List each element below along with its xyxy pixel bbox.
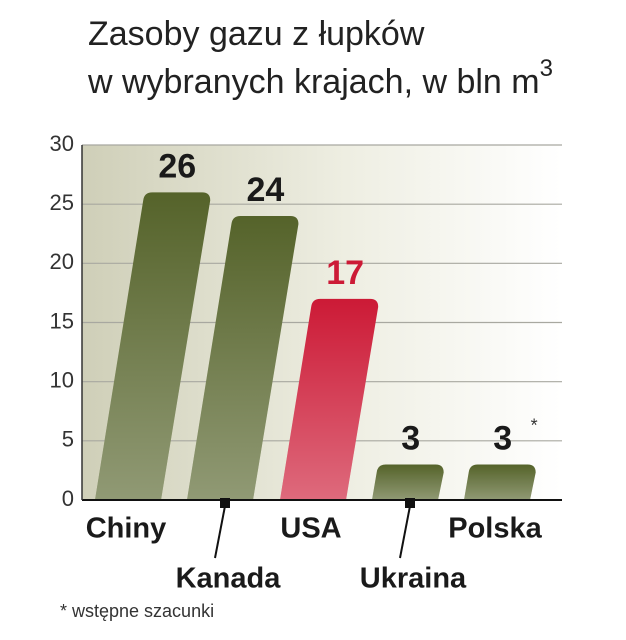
connector-line xyxy=(399,505,411,559)
plot: 0 5 10 15 20 25 30 26 Chiny 24 Kanada 17 USA 3 Ukraina… xyxy=(50,131,562,595)
x-tick-label: Chiny xyxy=(86,513,167,545)
chart-title: w wybranych krajach, w bln m3 xyxy=(87,55,553,101)
bar-shade xyxy=(280,298,379,500)
value-label: 17 xyxy=(326,254,364,292)
value-label: 3 xyxy=(493,419,512,457)
y-tick-label: 5 xyxy=(62,427,74,452)
annotation: * xyxy=(531,415,538,435)
footnote: * wstępne szacunki xyxy=(60,601,214,621)
value-label: 24 xyxy=(247,171,285,209)
y-tick-label: 20 xyxy=(50,249,74,274)
chart-title: Zasoby gazu z łupków xyxy=(88,15,425,53)
x-tick-label: Kanada xyxy=(176,563,282,595)
value-label: 3 xyxy=(401,419,420,457)
y-tick-label: 30 xyxy=(50,131,74,156)
x-tick-label: Polska xyxy=(448,513,542,545)
bar-shade xyxy=(372,464,444,500)
connector-square xyxy=(405,498,415,508)
y-tick-label: 10 xyxy=(50,367,74,392)
connector-square xyxy=(220,498,230,508)
x-tick-label: USA xyxy=(280,513,341,545)
x-tick-label: Ukraina xyxy=(360,563,467,595)
value-label: 26 xyxy=(158,147,196,185)
bar-shade xyxy=(95,192,211,501)
bar-shade xyxy=(464,464,536,500)
bar-shade xyxy=(187,216,299,500)
y-tick-label: 15 xyxy=(50,308,74,333)
connector-line xyxy=(214,505,226,559)
y-tick-label: 0 xyxy=(62,486,74,511)
y-tick-label: 25 xyxy=(50,190,74,215)
